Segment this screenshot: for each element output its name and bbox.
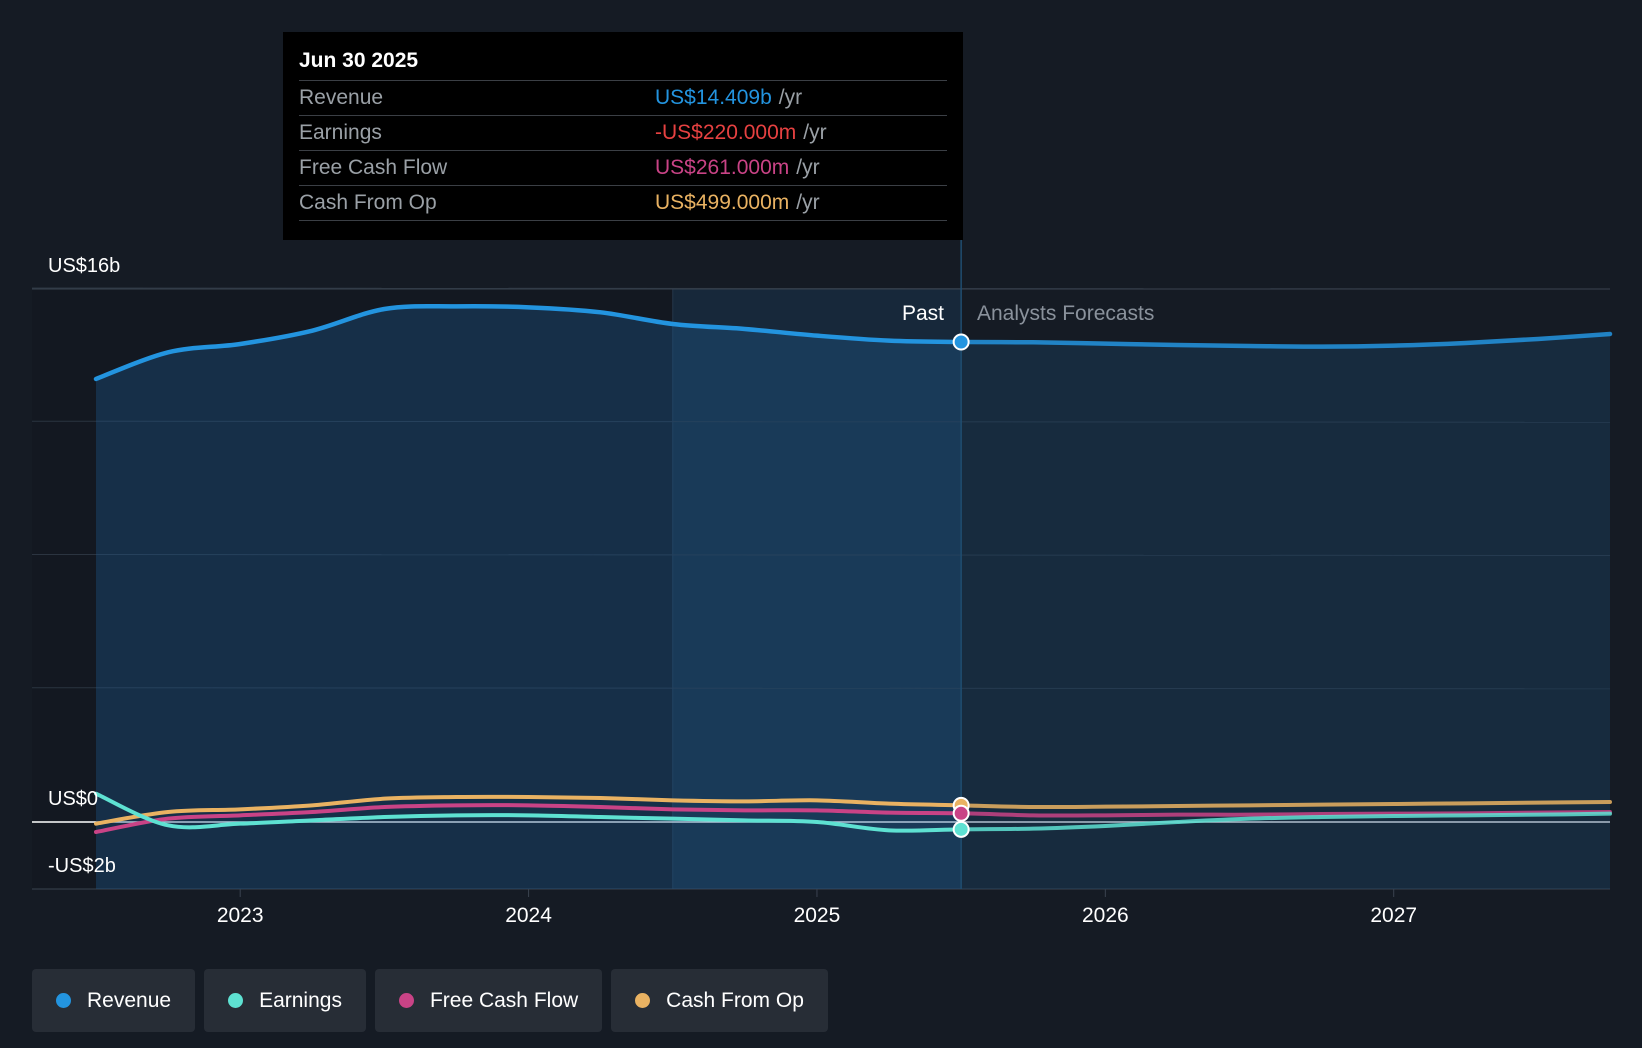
earnings-marker	[952, 820, 970, 838]
tooltip-row-cash-from-op: Cash From Op US$499.000m /yr	[299, 185, 947, 221]
legend-label: Revenue	[87, 988, 172, 1012]
tooltip-unit: /yr	[796, 156, 820, 179]
tooltip-value: -US$220.000m	[655, 121, 797, 144]
legend-label: Earnings	[259, 988, 342, 1012]
tooltip-value: US$261.000m	[655, 156, 790, 179]
gridline	[31, 554, 1611, 556]
chart: US$16b US$0 -US$2b Past Analysts Forecas…	[31, 240, 1613, 927]
x-tick-label: 2023	[217, 904, 264, 927]
tooltip-unit: /yr	[796, 191, 820, 214]
free-cash-flow-line-forecast	[961, 810, 1612, 818]
free-cash-flow-marker	[952, 804, 970, 822]
legend-item-cash-from-op[interactable]: Cash From Op	[611, 969, 828, 1032]
legend-item-free-cash-flow[interactable]: Free Cash Flow	[374, 969, 603, 1032]
cash-from-op-line-forecast	[961, 800, 1612, 810]
legend-item-revenue[interactable]: Revenue	[32, 969, 196, 1032]
legend-label: Cash From Op	[666, 988, 804, 1012]
free-cash-flow-dot-icon	[398, 993, 414, 1008]
tooltip-row-free-cash-flow: Free Cash Flow US$261.000m /yr	[299, 150, 947, 185]
legend: Revenue Earnings Free Cash Flow Cash Fro…	[32, 969, 828, 1032]
tooltip-label: Earnings	[299, 121, 382, 144]
forecast-label: Analysts Forecasts	[977, 302, 1154, 325]
x-tick-label: 2026	[1082, 904, 1129, 927]
revenue-area-forecast	[961, 333, 1610, 889]
y-label-top: US$16b	[48, 255, 120, 277]
x-tick-label: 2025	[794, 904, 841, 927]
x-axis-ticks: 2023 2024 2025 2026 2027	[217, 889, 1417, 927]
x-tick-label: 2027	[1370, 904, 1417, 927]
past-background	[32, 289, 673, 889]
earnings-line-forecast	[961, 811, 1612, 832]
tooltip-date: Jun 30 2025	[299, 49, 419, 72]
tooltip-row-earnings: Earnings -US$220.000m /yr	[299, 115, 947, 150]
y-label-bottom: -US$2b	[48, 855, 116, 877]
legend-label: Free Cash Flow	[429, 988, 579, 1012]
hover-markers	[952, 333, 970, 838]
free-cash-flow-line-past	[94, 803, 962, 834]
revenue-line-past	[93, 303, 962, 382]
tooltip-value: US$14.409b	[655, 86, 772, 109]
revenue-area-past	[96, 306, 962, 889]
x-tick-label: 2024	[505, 904, 552, 927]
cash-from-op-dot-icon	[635, 993, 651, 1008]
tooltip-label: Cash From Op	[299, 191, 437, 214]
tooltip-unit: /yr	[803, 121, 827, 144]
tooltip: Jun 30 2025 Revenue US$14.409b /yr Earni…	[283, 32, 963, 240]
revenue-dot-icon	[56, 993, 71, 1008]
past-label: Past	[902, 302, 944, 325]
tooltip-label: Revenue	[299, 86, 384, 109]
y-label-zero: US$0	[48, 788, 98, 810]
gridline	[31, 420, 1611, 423]
revenue-marker	[952, 333, 970, 351]
revenue-area	[96, 240, 1610, 889]
chart-background	[32, 289, 962, 889]
gridline	[31, 687, 1611, 690]
tooltip-unit: /yr	[778, 86, 803, 109]
tooltip-row-revenue: Revenue US$14.409b /yr	[299, 80, 947, 115]
legend-item-earnings[interactable]: Earnings	[204, 969, 366, 1032]
revenue-line-forecast	[961, 331, 1613, 349]
cash-from-op-line-past	[94, 794, 962, 826]
earnings-dot-icon	[228, 993, 244, 1008]
tooltip-value: US$499.000m	[655, 191, 790, 214]
highlight-band	[672, 289, 962, 889]
earnings-line-past	[94, 791, 962, 833]
series-lines	[93, 303, 1613, 834]
tooltip-label: Free Cash Flow	[299, 156, 448, 179]
axes: US$16b US$0 -US$2b Past Analysts Forecas…	[48, 255, 1154, 877]
